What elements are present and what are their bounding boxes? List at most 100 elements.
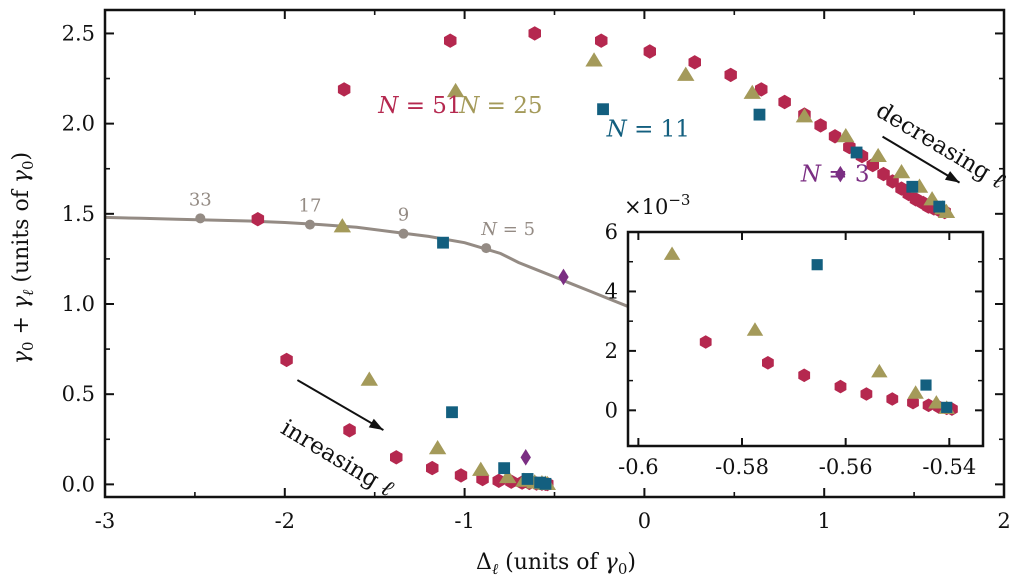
data-point: [933, 200, 946, 213]
annotation-arrow: [296, 379, 384, 431]
data-point: [869, 147, 887, 163]
inset-data-point: [907, 385, 924, 399]
inset-data-point: [941, 401, 953, 413]
inset-frame: [626, 230, 985, 448]
inset-y-tick-label: 2: [605, 339, 618, 363]
data-point: [280, 352, 293, 368]
y-tick-label: 2.5: [62, 21, 95, 45]
data-point: [499, 468, 517, 484]
inset-y-tick-label: 4: [605, 279, 618, 303]
data-point: [360, 371, 378, 386]
axis-labels: γ0 + γℓ (units of γ0) Δℓ (units of γ0): [9, 152, 636, 578]
data-point: [837, 127, 855, 143]
data-point: [892, 164, 911, 179]
inset-data-point: [798, 368, 811, 383]
inset-data-point: [663, 246, 681, 260]
curve-marker: [481, 243, 492, 254]
data-point: [755, 82, 768, 97]
y-tick-label: 0.0: [62, 472, 95, 496]
data-point: [521, 473, 534, 485]
inset-data-point: [811, 259, 823, 271]
data-point: [446, 82, 465, 98]
data-point: [778, 94, 791, 110]
inset-data-point: [834, 379, 847, 394]
curve-marker-label: 17: [299, 196, 322, 217]
inset-x-tick-label: -0.56: [819, 455, 873, 479]
data-point: [814, 118, 827, 133]
data-point: [597, 103, 609, 116]
x-tick-label: -3: [95, 509, 115, 533]
data-point: [446, 406, 458, 419]
series-label: N = 3: [800, 161, 870, 187]
x-tick-label: 1: [818, 509, 831, 533]
inset-data-point: [928, 395, 945, 409]
series-label: N = 11: [606, 116, 690, 142]
inset-y-tick-label: 0: [605, 398, 618, 422]
data-point: [558, 268, 569, 286]
inset-data-point: [907, 395, 919, 410]
x-tick-label: -2: [275, 509, 295, 533]
inset-x-tick-label: -0.54: [922, 455, 976, 479]
data-point: [426, 460, 439, 476]
curve-marker: [304, 219, 315, 230]
series-label: N = 25: [458, 93, 542, 119]
inset-data-point: [871, 363, 888, 378]
series-label: N = 51: [377, 93, 461, 119]
inset-data-point: [922, 398, 935, 413]
curve-marker-label: N = 5: [480, 219, 535, 240]
inset-data-point: [860, 387, 873, 401]
data-point: [753, 108, 766, 121]
data-point: [343, 423, 356, 438]
data-point: [795, 108, 814, 123]
data-point: [539, 477, 552, 490]
inset-plot: -0.6 -0.58 -0.56 -0.54 0 2 4 6×10−3: [605, 191, 985, 479]
data-point: [850, 146, 863, 159]
data-point: [520, 449, 531, 466]
data-point: [337, 82, 351, 97]
data-point: [724, 67, 737, 83]
data-point: [688, 55, 701, 70]
curve-marker-label: 33: [189, 189, 212, 210]
data-point: [595, 33, 608, 48]
data-point: [428, 440, 447, 455]
y-axis-label: γ0 + γℓ (units of γ0): [9, 152, 37, 364]
inset-data-point: [699, 335, 712, 349]
annotation-arrow: [882, 135, 961, 184]
arrow-head: [944, 171, 960, 183]
data-point: [743, 84, 761, 99]
y-tick-label: 1.5: [62, 202, 95, 226]
inset-data-point: [746, 322, 764, 336]
x-axis-label: Δℓ (units of γ0): [476, 550, 636, 578]
inset-data-point: [762, 356, 774, 370]
inset-data-point: [886, 392, 899, 406]
data-point: [906, 180, 919, 193]
data-point: [528, 26, 541, 41]
arrow-head: [368, 418, 384, 431]
data-point: [437, 236, 449, 249]
x-tick-label: 2: [997, 509, 1010, 533]
curve-marker-label: 9: [398, 205, 409, 226]
inset-data-point: [920, 379, 932, 391]
inset-x-tick-label: -0.58: [715, 455, 769, 479]
data-point: [835, 165, 846, 183]
data-point: [828, 129, 842, 144]
data-point: [390, 450, 403, 465]
data-point: [937, 203, 956, 218]
data-point: [472, 461, 490, 476]
data-point: [251, 212, 265, 227]
curve-marker: [195, 213, 206, 224]
y-tick-label: 0.5: [62, 382, 95, 406]
data-point: [444, 33, 457, 48]
data-point: [498, 462, 511, 475]
inset-x-tick-label: -0.6: [618, 455, 659, 479]
data-point: [643, 44, 656, 59]
inset-multiplier: ×10−3: [624, 191, 690, 219]
inset-y-tick-label: 6: [605, 220, 618, 244]
data-point: [677, 66, 695, 81]
data-point: [492, 473, 505, 488]
x-tick-label: 0: [638, 509, 651, 533]
curve-line: [104, 215, 663, 320]
y-tick-label: 1.0: [62, 292, 95, 316]
x-tick-label: -1: [454, 509, 474, 533]
